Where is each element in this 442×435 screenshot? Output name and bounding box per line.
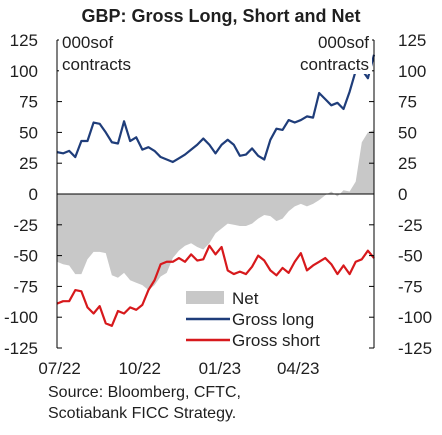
x-tick-label: 04/23	[277, 359, 320, 378]
unit-label-left-bg	[59, 30, 171, 74]
y-tick-label-left: 100	[10, 62, 38, 81]
y-tick-label-left: -100	[4, 308, 38, 327]
y-tick-label-right: 50	[398, 123, 417, 142]
series-net-area	[57, 129, 374, 291]
legend-swatch-net	[186, 291, 224, 304]
unit-label-right-bg	[260, 30, 372, 74]
x-tick-label: 01/23	[199, 359, 242, 378]
y-tick-label-left: 75	[19, 93, 38, 112]
source-line-2: Scotiabank FICC Strategy.	[48, 405, 237, 422]
y-tick-label-right: -75	[398, 277, 423, 296]
series-gross-long-line	[56, 54, 376, 164]
source-note: Source: Bloomberg, CFTC, Scotiabank FICC…	[48, 382, 348, 424]
series-gross-short-line	[56, 244, 375, 327]
y-tick-label-left: 25	[19, 154, 38, 173]
legend-label-gross-short: Gross short	[232, 331, 320, 350]
legend-label-gross-long: Gross long	[232, 310, 314, 329]
unit-label-right-line-2: contracts	[300, 55, 369, 74]
axis-labels: 125 125 100 100 75 75 50 50 25 25 0 0 -25 -25 -50 -50 -7…	[4, 30, 432, 378]
y-tick-label-left: 0	[29, 185, 38, 204]
axes	[56, 39, 375, 349]
unit-label-right-line-1: 000sof	[318, 33, 369, 52]
y-tick-label-right: -25	[398, 216, 423, 235]
x-tick-label: 10/22	[118, 359, 161, 378]
y-tick-label-right: 0	[398, 185, 407, 204]
y-tick-label-left: -50	[13, 247, 38, 266]
y-tick-label-left: -125	[4, 339, 38, 358]
y-tick-label-right: 125	[398, 31, 426, 50]
y-tick-label-left: 125	[10, 31, 38, 50]
plot-area	[56, 54, 376, 327]
y-tick-label-right: -50	[398, 247, 423, 266]
y-tick-label-left: -25	[13, 216, 38, 235]
y-tick-label-right: -125	[398, 339, 432, 358]
y-tick-label-right: 100	[398, 62, 426, 81]
chart-title: GBP: Gross Long, Short and Net	[81, 6, 360, 26]
y-tick-label-right: 25	[398, 154, 417, 173]
x-tick-label: 07/22	[38, 359, 81, 378]
legend-label-net: Net	[232, 289, 259, 308]
source-line-1: Source: Bloomberg, CFTC,	[48, 384, 241, 401]
unit-label-left-line-1: 000sof	[62, 33, 113, 52]
legend: Net Gross long Gross short	[180, 284, 348, 356]
y-tick-label-right: -100	[398, 308, 432, 327]
y-tick-label-left: 50	[19, 123, 38, 142]
unit-label-left-line-2: contracts	[62, 55, 131, 74]
y-tick-label-left: -75	[13, 277, 38, 296]
y-tick-label-right: 75	[398, 93, 417, 112]
